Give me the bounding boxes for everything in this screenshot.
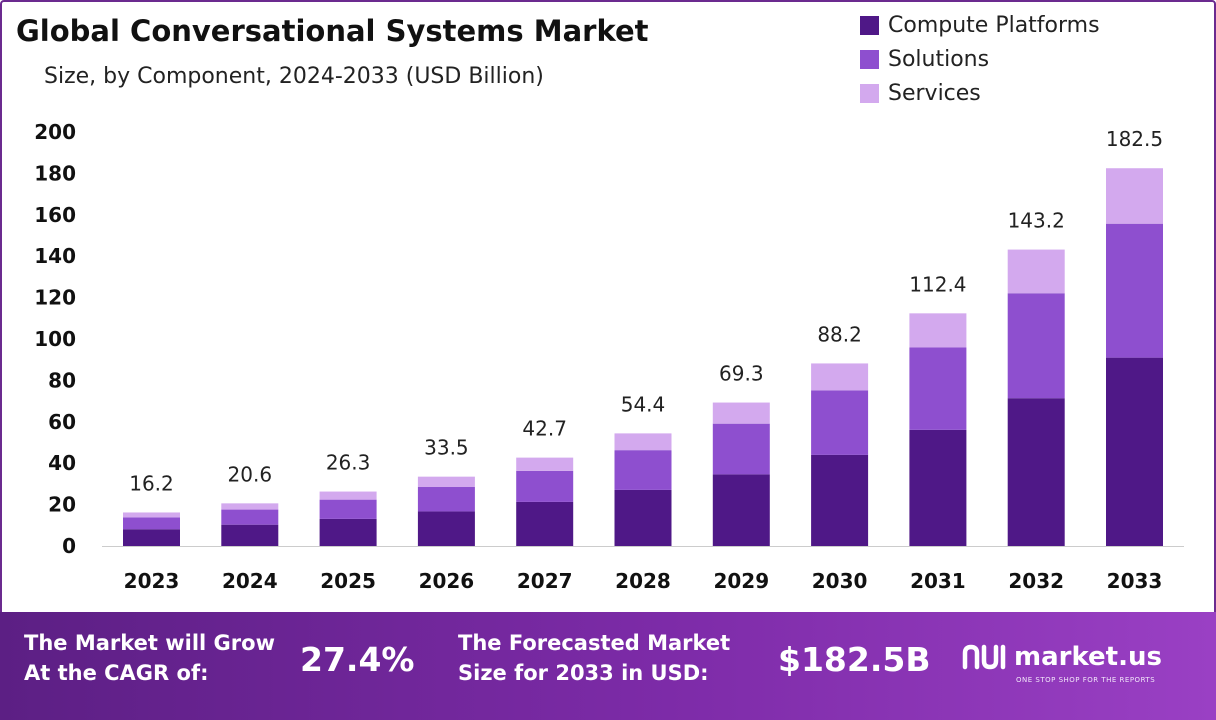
bar-total-label: 42.7 [522,417,567,441]
bar-segment-compute-platforms [614,489,672,546]
legend-swatch-compute-platforms [860,15,879,35]
legend-item-services: Services [860,76,1100,110]
bar-segment-compute-platforms [712,474,770,546]
y-tick-label: 200 [34,120,76,144]
legend-swatch-solutions [860,49,879,69]
y-tick-label: 140 [34,244,76,268]
brand-logo[interactable]: market.us [962,642,1162,672]
y-tick-label: 80 [48,368,76,392]
y-tick-label: 100 [34,327,76,351]
legend-label-compute-platforms: Compute Platforms [888,12,1100,38]
bar-segment-solutions [319,499,377,519]
bar-segment-compute-platforms [516,501,574,546]
chart-subtitle: Size, by Component, 2024-2033 (USD Billi… [44,64,544,89]
legend-label-services: Services [888,80,981,106]
bar-segment-solutions [123,517,180,530]
bar-segment-solutions [417,487,475,512]
cagr-value: 27.4% [300,640,415,679]
forecast-value: $182.5B [778,640,931,679]
brand-tagline: ONE STOP SHOP FOR THE REPORTS [1016,676,1156,684]
brand-name: market.us [1014,642,1162,672]
bar-segment-services [516,457,574,471]
bar-segment-compute-platforms [417,511,475,546]
bar-segment-solutions [811,390,869,455]
bar-segment-compute-platforms [123,529,180,546]
legend-swatch-services [860,83,879,103]
x-tick-label: 2026 [419,569,475,593]
footer-banner: The Market will Grow At the CAGR of: 27.… [0,612,1216,720]
bar-total-label: 182.5 [1106,127,1163,151]
bar-segment-solutions [516,470,574,502]
bar-chart-plot: 0 20 40 60 80 100 120 140 160 180 200 16.2 2023 20.6 2… [34,120,1184,593]
bar-segment-solutions [221,509,279,525]
bar-segment-services [417,476,475,488]
bar-segment-services [712,402,770,424]
bar-segment-services [614,433,672,451]
y-tick-label: 180 [34,161,76,185]
x-tick-label: 2024 [222,569,278,593]
bar-segment-solutions [712,423,770,475]
bar-segment-compute-platforms [909,429,967,546]
x-tick-label: 2023 [124,569,180,593]
bar-segment-compute-platforms [221,524,279,546]
y-tick-label: 0 [62,534,76,558]
legend-item-solutions: Solutions [860,42,1100,76]
bar-segment-compute-platforms [1007,398,1065,546]
y-tick-label: 20 [48,493,76,517]
x-tick-label: 2025 [320,569,376,593]
bar-segment-compute-platforms [1106,357,1163,546]
bar-segment-compute-platforms [319,518,377,546]
bar-segment-services [811,363,869,391]
bar-segment-compute-platforms [811,454,869,546]
bar-segment-solutions [909,347,967,430]
x-tick-label: 2028 [615,569,671,593]
y-tick-label: 120 [34,286,76,310]
x-tick-label: 2027 [517,569,573,593]
legend-item-compute-platforms: Compute Platforms [860,8,1100,42]
bar-segment-solutions [614,450,672,490]
bar-total-label: 69.3 [719,362,764,386]
bar-segment-services [319,491,377,500]
bar-segment-solutions [1007,293,1065,399]
x-tick-label: 2030 [812,569,868,593]
y-tick-label: 160 [34,203,76,227]
bar-total-label: 112.4 [909,272,966,296]
bar-segment-services [1106,168,1163,224]
y-tick-label: 40 [48,451,76,475]
bar-total-label: 20.6 [228,462,273,486]
bar-segment-services [1007,249,1065,294]
bar-total-label: 26.3 [326,451,371,475]
bar-segment-solutions [1106,223,1163,358]
cagr-label-line2: At the CAGR of: [24,661,209,685]
market-us-logo-icon [962,644,1006,670]
forecast-label: The Forecasted Market Size for 2033 in U… [458,628,730,688]
chart-title: Global Conversational Systems Market [16,14,649,48]
cagr-label: The Market will Grow At the CAGR of: [24,628,275,688]
x-tick-label: 2029 [713,569,769,593]
forecast-label-line2: Size for 2033 in USD: [458,661,709,685]
bar-total-label: 88.2 [817,322,862,346]
legend-label-solutions: Solutions [888,46,990,72]
bar-total-label: 33.5 [424,436,469,460]
bar-segment-services [123,512,180,518]
bar-segment-services [909,313,967,348]
bar-total-label: 54.4 [621,392,666,416]
y-tick-label: 60 [48,410,76,434]
bar-total-label: 143.2 [1008,209,1065,233]
chart-legend: Compute Platforms Solutions Services [860,8,1100,110]
x-tick-label: 2033 [1107,569,1163,593]
forecast-label-line1: The Forecasted Market [458,631,731,655]
bar-total-label: 16.2 [129,471,174,495]
bar-segment-services [221,503,279,510]
x-tick-label: 2031 [910,569,966,593]
cagr-label-line1: The Market will Grow [24,631,275,655]
x-tick-label: 2032 [1008,569,1064,593]
